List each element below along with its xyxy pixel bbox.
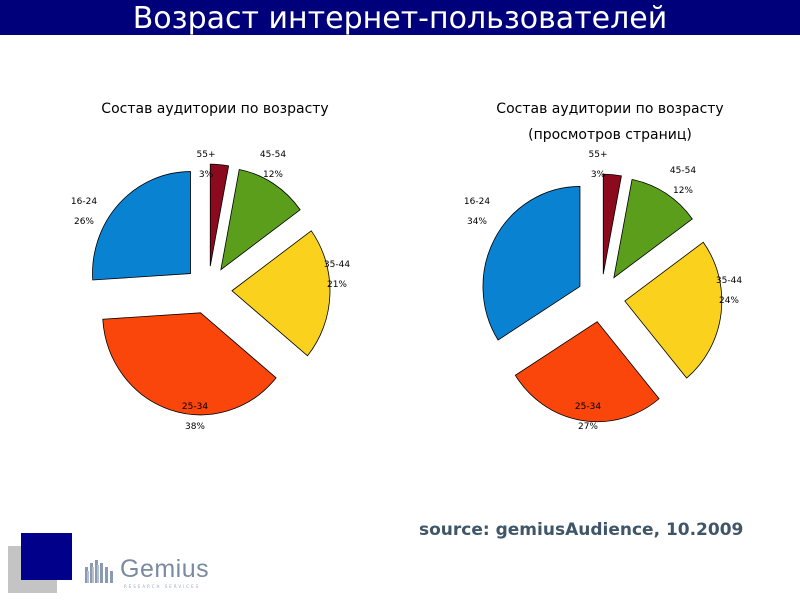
slice-category-label: 55+ bbox=[589, 150, 608, 160]
page-title: Возраст интернет-пользователей bbox=[132, 1, 668, 36]
slice-category-label: 16-24 bbox=[464, 197, 490, 207]
slice-value-label: 12% bbox=[263, 170, 283, 180]
slice-value-label: 34% bbox=[467, 217, 487, 227]
slice-category-label: 45-54 bbox=[670, 166, 696, 176]
pie-slice-55plus bbox=[602, 173, 622, 275]
source-note: source: gemiusAudience, 10.2009 bbox=[419, 520, 744, 540]
slice-category-label: 16-24 bbox=[71, 197, 97, 207]
gemius-logo-subtext: RESEARCH SERVICES bbox=[124, 584, 201, 589]
pie-chart-audience: 55+ 3% 45-54 12% 35-44 21% 25-34 38% 16-24 26% bbox=[71, 150, 350, 432]
slice-value-label: 3% bbox=[199, 170, 214, 180]
slice-value-label: 21% bbox=[327, 280, 347, 290]
pie-slice-45-54 bbox=[613, 179, 693, 279]
slice-value-label: 12% bbox=[673, 186, 693, 196]
left-chart-title: Состав аудитории по возрасту bbox=[101, 101, 329, 117]
pie-slice-16-24 bbox=[92, 171, 191, 281]
right-chart-title-line2: (просмотров страниц) bbox=[528, 127, 692, 143]
slice-category-label: 35-44 bbox=[324, 260, 350, 270]
decorative-square-blue bbox=[21, 533, 72, 580]
pie-slice-16-24 bbox=[482, 186, 581, 341]
slice-category-label: 45-54 bbox=[260, 150, 286, 160]
pie-slice-45-54 bbox=[220, 169, 301, 271]
slice-category-label: 25-34 bbox=[575, 402, 601, 412]
gemius-logo-text: Gemius bbox=[120, 555, 210, 583]
pie-slice-25-34 bbox=[514, 321, 660, 423]
slice-value-label: 26% bbox=[74, 217, 94, 227]
pie-slice-55plus bbox=[209, 163, 230, 267]
slice-value-label: 24% bbox=[719, 296, 739, 306]
slice-category-label: 35-44 bbox=[716, 276, 742, 286]
slice-value-label: 38% bbox=[185, 422, 205, 432]
slice-value-label: 27% bbox=[578, 422, 598, 432]
slice-category-label: 55+ bbox=[197, 150, 216, 160]
title-bar bbox=[0, 0, 800, 35]
pie-slice-25-34 bbox=[102, 312, 277, 416]
gemius-logo-icon bbox=[85, 560, 113, 583]
slice-value-label: 3% bbox=[591, 170, 606, 180]
slice-category-label: 25-34 bbox=[182, 402, 208, 412]
pie-slice-35-44 bbox=[231, 230, 331, 357]
pie-chart-pageviews: 55+ 3% 45-54 12% 35-44 24% 25-34 27% 16-24 34% bbox=[464, 150, 742, 432]
pie-slice-35-44 bbox=[624, 241, 723, 379]
right-chart-title-line1: Состав аудитории по возрасту bbox=[496, 101, 724, 117]
